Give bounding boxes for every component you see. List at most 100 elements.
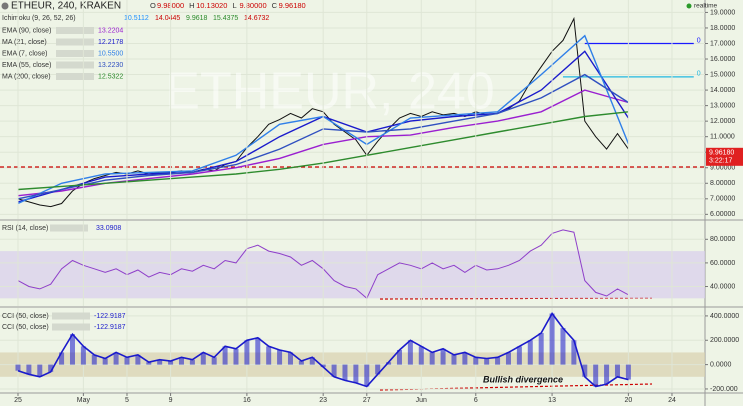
indicator-name: RSI (14, close) [2, 225, 48, 232]
realtime-dot [686, 3, 692, 9]
histogram-bar [440, 348, 446, 365]
y-tick-label: 8.00000 [710, 180, 735, 187]
indicator-value: 10.5112 [124, 15, 149, 22]
y-tick-label: 7.00000 [710, 196, 735, 203]
histogram-bar [26, 364, 32, 375]
histogram-bar [429, 352, 435, 365]
indicator-name: Ichimoku (9, 26, 52, 26) [2, 15, 76, 22]
ohlc-key: H [189, 1, 194, 10]
ohlc-key: L [233, 1, 237, 10]
histogram-bar [353, 364, 359, 383]
histogram-bar [364, 364, 370, 387]
y-tick-label: 17.0000 [710, 40, 735, 47]
histogram-bar [407, 340, 413, 365]
indicator-name: CCI (50, close) [2, 324, 49, 331]
histogram-bar [69, 334, 75, 365]
indicator-name: MA (200, close) [2, 73, 51, 80]
x-tick-label: 6 [474, 397, 478, 404]
histogram-bar [266, 346, 272, 365]
histogram-bar [462, 352, 468, 365]
x-tick-label: May [77, 397, 91, 404]
histogram-bar [495, 357, 501, 365]
x-tick-label: 24 [668, 397, 676, 404]
x-tick-label: 20 [624, 397, 632, 404]
indicator-value: 13.2204 [98, 27, 123, 34]
histogram-bar [146, 362, 152, 365]
indicator-name: CCI (50, close) [2, 313, 49, 320]
histogram-bar [277, 350, 283, 365]
histogram-bar [124, 357, 130, 365]
indicator-value: 12.2178 [98, 39, 123, 46]
indicator-value: -122.9187 [94, 324, 126, 331]
ohlc-value: 9.80000 [240, 1, 267, 10]
y-tick-label: 400.0000 [710, 313, 739, 320]
histogram-bar [80, 346, 86, 365]
legend-controls [52, 323, 90, 331]
y-tick-label: 11.0000 [710, 134, 735, 141]
y-tick-label: 200.0000 [710, 337, 739, 344]
legend-controls [50, 224, 88, 232]
y-tick-label: 6.00000 [710, 211, 735, 218]
realtime-label: realtime [694, 3, 718, 10]
last-price-tag [706, 147, 743, 166]
histogram-bar [244, 340, 250, 365]
histogram-bar [15, 364, 21, 371]
x-tick-label: 16 [243, 397, 251, 404]
histogram-bar [473, 357, 479, 365]
y-tick-label: -200.000 [710, 386, 738, 393]
histogram-bar [298, 360, 304, 365]
x-tick-label: 13 [548, 397, 556, 404]
histogram-bar [582, 364, 588, 377]
legend-controls [56, 27, 94, 34]
histogram-bar [375, 364, 381, 375]
histogram-bar [211, 357, 217, 365]
level-label: 0 [697, 37, 701, 44]
histogram-bar [222, 346, 228, 365]
legend-controls [52, 312, 90, 320]
cci-line [17, 312, 629, 388]
histogram-bar [287, 352, 293, 365]
indicator-value: 10.5500 [98, 50, 123, 57]
ohlc-key: C [272, 1, 278, 10]
last-price-label: 9.96180 [709, 150, 734, 157]
ohlc-value: 10.13020 [196, 1, 227, 10]
histogram-bar [59, 352, 65, 365]
x-tick-label: 5 [125, 397, 129, 404]
ohlc-value: 9.96180 [279, 1, 306, 10]
y-tick-label: 14.0000 [710, 87, 735, 94]
indicator-value: 14.6732 [244, 15, 269, 22]
histogram-bar [91, 354, 97, 365]
histogram-bar [418, 346, 424, 365]
symbol: ETHEUR, 240, KRAKEN [11, 1, 121, 12]
indicator-value: 33.0908 [96, 225, 121, 232]
indicator-value: 12.5322 [98, 73, 123, 80]
histogram-bar [593, 364, 599, 387]
histogram-bar [331, 364, 337, 377]
histogram-bar [135, 354, 141, 365]
histogram-bar [625, 364, 631, 380]
x-tick-label: 25 [14, 397, 22, 404]
histogram-bar [505, 352, 511, 365]
histogram-bar [189, 359, 195, 365]
watermark: ETHEUR, 240 [165, 63, 494, 121]
y-tick-label: 80.0000 [710, 236, 735, 243]
y-tick-label: 9.00000 [710, 165, 735, 172]
indicator-name: MA (21, close) [2, 39, 47, 46]
histogram-bar [178, 357, 184, 365]
histogram-bar [571, 340, 577, 365]
histogram-bar [560, 328, 566, 365]
legend-controls [56, 61, 94, 69]
x-tick-label: 9 [169, 397, 173, 404]
legend-controls [56, 38, 94, 46]
level-label: 0 [697, 71, 701, 78]
countdown-label: 3:22:17 [709, 158, 732, 165]
indicator-value: 13.2230 [98, 62, 123, 69]
ohlc-key: O [150, 1, 156, 10]
histogram-bar [102, 358, 108, 365]
histogram-bar [157, 359, 163, 365]
indicator-name: EMA (90, close) [2, 27, 51, 34]
histogram-bar [516, 346, 522, 365]
histogram-bar [255, 337, 261, 365]
